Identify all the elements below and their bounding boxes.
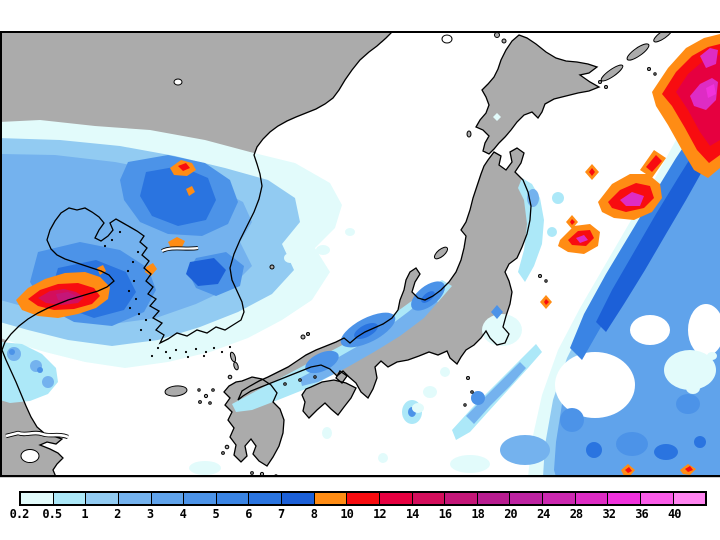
- colorbar-labels: 0.2 0.5 1 2 3 4 5 6 7 8 10 12 14 16 18 20 24 28 32 36 40: [10, 507, 711, 523]
- colorbar-label: 6: [245, 507, 252, 521]
- colorbar-label: 8: [310, 507, 318, 521]
- colorbar-cell: [117, 493, 151, 504]
- colorbar-cell: [313, 493, 347, 504]
- colorbar-label: 28: [569, 507, 583, 521]
- colorbar-label: 32: [602, 507, 615, 521]
- precip-tohoku-ribbon: [284, 113, 564, 282]
- colorbar-label: 12: [373, 507, 386, 521]
- colorbar-label: 0.5: [42, 507, 62, 521]
- colorbar-label: 16: [438, 507, 452, 521]
- colorbar-label: 14: [405, 507, 419, 521]
- colorbar-cell: [248, 493, 281, 504]
- colorbar-cell: [183, 493, 216, 504]
- colorbar-cell: [378, 493, 412, 504]
- coastal-islets: [103, 230, 232, 360]
- colorbar: [19, 491, 707, 506]
- colorbar-label: 2: [114, 507, 121, 521]
- small-islands: [164, 33, 673, 475]
- colorbar-cell: [215, 493, 249, 504]
- colorbar-label: 7: [277, 507, 285, 521]
- colorbar-cell: [542, 493, 575, 504]
- colorbar-label: 1: [81, 507, 88, 521]
- colorbar-cell: [21, 493, 53, 504]
- colorbar-cell: [444, 493, 477, 504]
- lakes-rivers: [5, 34, 453, 463]
- colorbar-label: 40: [668, 507, 681, 521]
- colorbar-label: 20: [504, 507, 517, 521]
- colorbar-cell: [411, 493, 445, 504]
- colorbar-label: 10: [340, 507, 353, 521]
- colorbar-cell: [672, 493, 706, 504]
- colorbar-cell: [150, 493, 184, 504]
- colorbar-cell: [574, 493, 608, 504]
- colorbar-label: 4: [179, 507, 187, 521]
- map-frame: [0, 31, 720, 478]
- precip-china-coast-band: [2, 342, 221, 475]
- colorbar-cell: [476, 493, 510, 504]
- colorbar-cell: [346, 493, 379, 504]
- colorbar-label: 18: [471, 507, 484, 521]
- colorbar-cell: [639, 493, 673, 504]
- colorbar-cell: [607, 493, 640, 504]
- colorbar-label: 3: [146, 507, 154, 521]
- colorbar-cell: [85, 493, 118, 504]
- colorbar-label: 24: [536, 507, 550, 521]
- colorbar-cell: [509, 493, 542, 504]
- colorbar-cell: [52, 493, 86, 504]
- colorbar-label: 36: [635, 507, 648, 521]
- precip-shandong-cell: [16, 272, 110, 318]
- colorbar-label: 5: [212, 507, 219, 521]
- colorbar-cell: [281, 493, 314, 504]
- precip-pacific-storm: [322, 34, 720, 475]
- colorbar-label: 0.2: [9, 507, 30, 521]
